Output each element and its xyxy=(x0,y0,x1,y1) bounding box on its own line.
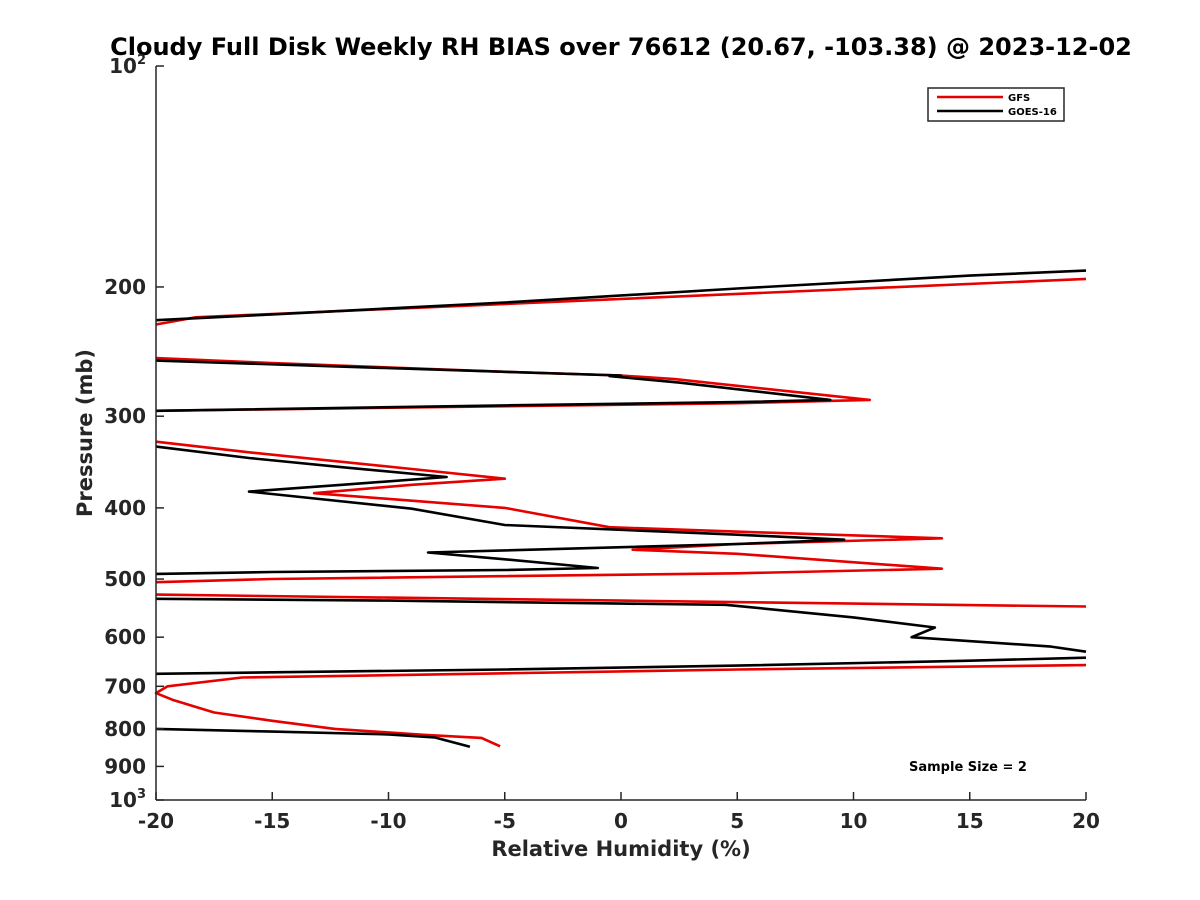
y-tick-label: 300 xyxy=(104,404,146,428)
y-tick-label: 700 xyxy=(104,674,146,698)
y-tick-label: 200 xyxy=(104,275,146,299)
y-tick-label: 500 xyxy=(104,567,146,591)
x-tick-label: 5 xyxy=(730,809,744,833)
y-tick-label: 800 xyxy=(104,717,146,741)
series-line-gfs-segment-3 xyxy=(155,593,1087,608)
series-line-goes16-segment-3 xyxy=(155,597,1087,653)
legend-box xyxy=(927,87,1065,122)
y-tick-label: 103 xyxy=(109,787,146,812)
y-axis-label: Pressure (mb) xyxy=(73,349,97,517)
series-line-gfs-segment-2 xyxy=(155,440,944,584)
x-tick-label: 20 xyxy=(1072,809,1100,833)
y-tick-label: 600 xyxy=(104,625,146,649)
chart-title: Cloudy Full Disk Weekly RH BIAS over 766… xyxy=(110,33,1132,61)
y-tick-label: 900 xyxy=(104,754,146,778)
y-tick-label: 102 xyxy=(109,53,146,78)
series-line-gfs-segment-4 xyxy=(154,663,1087,748)
series-line-goes16-segment-0 xyxy=(155,269,1087,322)
x-tick-label: 0 xyxy=(614,809,628,833)
x-tick-label: -20 xyxy=(138,809,174,833)
x-tick-label: -10 xyxy=(370,809,406,833)
x-tick-label: 10 xyxy=(840,809,868,833)
x-tick-label: 15 xyxy=(956,809,984,833)
series-line-goes16-segment-2 xyxy=(155,445,846,576)
legend-label-gfs: GFS xyxy=(1008,93,1030,104)
series-line-goes16-segment-5 xyxy=(155,727,471,748)
legend-label-goes16: GOES-16 xyxy=(1008,107,1057,118)
y-tick-label: 400 xyxy=(104,496,146,520)
plot-area: -20 -15 -10 -5 0 5 10 15 20 102 200 300 400 500 600 70… xyxy=(104,53,1100,833)
x-axis-ticks: -20 -15 -10 -5 0 5 10 15 20 xyxy=(138,792,1100,833)
sample-size-annotation: Sample Size = 2 xyxy=(909,760,1027,775)
legend: GFS GOES-16 xyxy=(927,87,1065,122)
series-line-goes16-segment-4 xyxy=(155,656,1087,676)
series-line-goes16-segment-1 xyxy=(155,359,832,413)
y-axis-ticks: 102 200 300 400 500 600 700 800 900 103 xyxy=(104,53,164,812)
x-tick-label: -5 xyxy=(494,809,516,833)
series-layer xyxy=(154,269,1087,748)
x-tick-label: -15 xyxy=(254,809,290,833)
x-axis-label: Relative Humidity (%) xyxy=(491,837,750,861)
